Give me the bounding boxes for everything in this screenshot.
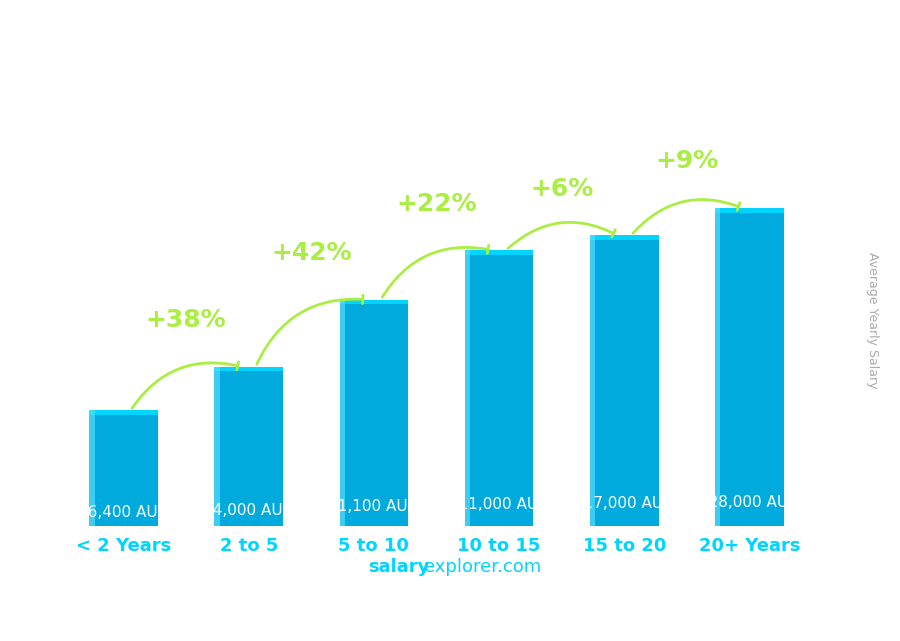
Bar <box>214 367 220 526</box>
Bar <box>339 299 409 304</box>
Text: 128,000 AUD: 128,000 AUD <box>699 495 800 510</box>
Bar <box>89 410 94 526</box>
Text: 111,000 AUD: 111,000 AUD <box>448 497 550 512</box>
Text: 46,400 AUD: 46,400 AUD <box>78 505 169 520</box>
Text: +22%: +22% <box>396 192 477 215</box>
Bar <box>214 367 284 526</box>
Text: 91,100 AUD: 91,100 AUD <box>328 499 419 514</box>
Bar <box>590 235 659 526</box>
Bar <box>464 250 534 255</box>
Bar <box>715 208 784 526</box>
Text: +6%: +6% <box>530 177 593 201</box>
Text: +38%: +38% <box>146 308 227 332</box>
Text: 64,000 AUD: 64,000 AUD <box>203 503 294 518</box>
Text: Salary Comparison By Experience: Salary Comparison By Experience <box>44 91 778 129</box>
Bar <box>590 235 595 526</box>
Bar <box>464 250 470 526</box>
Bar <box>214 367 284 371</box>
Bar <box>89 410 158 415</box>
Text: +9%: +9% <box>655 149 718 174</box>
Text: explorer.com: explorer.com <box>425 558 542 576</box>
Text: salary: salary <box>368 558 430 576</box>
Bar <box>339 299 409 526</box>
Bar <box>464 250 534 526</box>
Text: Preschool Education Administrator: Preschool Education Administrator <box>44 126 428 146</box>
Bar <box>590 235 659 240</box>
Text: 117,000 AUD: 117,000 AUD <box>574 496 675 511</box>
Bar <box>715 208 721 526</box>
Text: +42%: +42% <box>271 241 352 265</box>
Bar <box>89 410 158 526</box>
Text: Average Yearly Salary: Average Yearly Salary <box>867 253 879 388</box>
Bar <box>339 299 345 526</box>
Bar <box>715 208 784 213</box>
